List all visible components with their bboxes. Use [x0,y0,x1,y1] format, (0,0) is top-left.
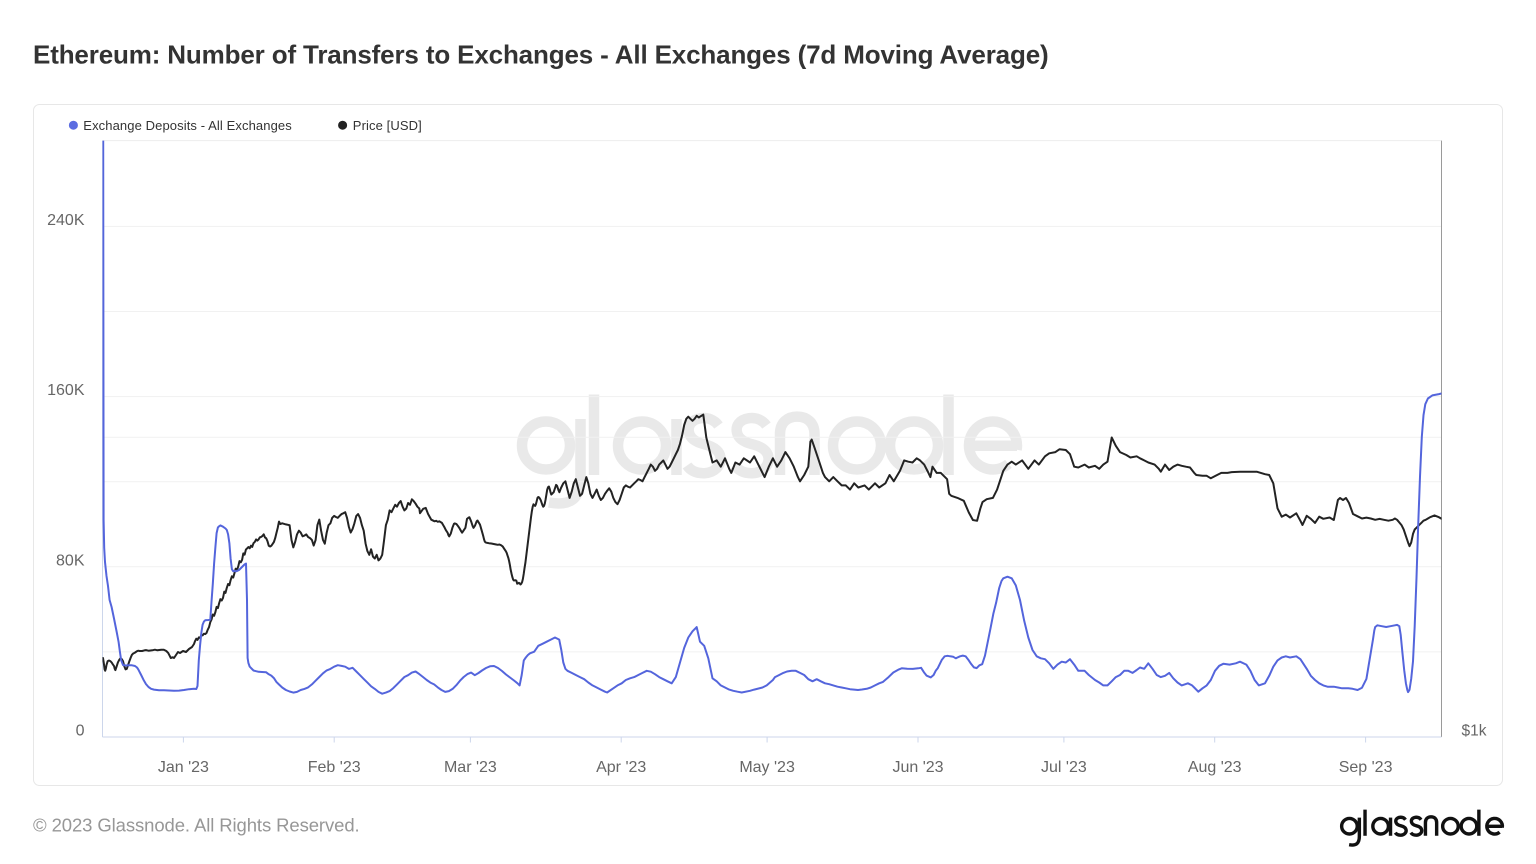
svg-text:240K: 240K [47,212,85,229]
svg-text:Sep '23: Sep '23 [1339,759,1393,776]
svg-text:© 2023 Glassnode. All Rights R: © 2023 Glassnode. All Rights Reserved. [33,815,360,836]
svg-text:$1k: $1k [1462,723,1487,740]
svg-text:Mar '23: Mar '23 [444,759,497,776]
svg-text:May '23: May '23 [739,759,795,776]
svg-text:0: 0 [76,723,85,740]
svg-text:Jul '23: Jul '23 [1041,759,1087,776]
svg-text:Jan '23: Jan '23 [158,759,209,776]
svg-text:Price [USD]: Price [USD] [353,118,422,133]
svg-text:80K: 80K [56,552,85,569]
svg-text:Jun '23: Jun '23 [892,759,943,776]
svg-text:Ethereum: Number of Transfers: Ethereum: Number of Transfers to Exchang… [33,40,1049,70]
svg-text:Feb '23: Feb '23 [308,759,361,776]
svg-text:Exchange Deposits - All Exchan: Exchange Deposits - All Exchanges [83,118,292,133]
svg-text:160K: 160K [47,382,85,399]
svg-text:Apr '23: Apr '23 [596,759,646,776]
svg-text:Aug '23: Aug '23 [1188,759,1242,776]
